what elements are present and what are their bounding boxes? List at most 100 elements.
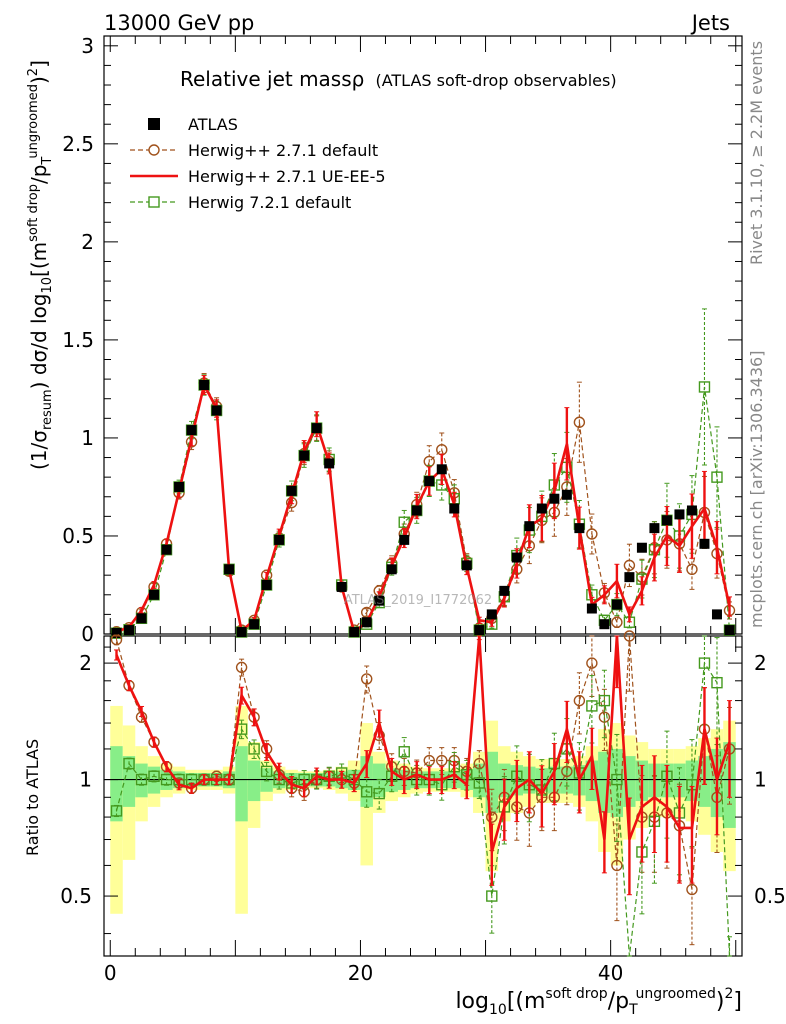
h271def-point xyxy=(586,528,598,540)
atlas-point xyxy=(224,564,235,575)
band-green xyxy=(247,760,261,802)
y-tick-label-upper: 2 xyxy=(81,230,94,254)
h271def-point xyxy=(611,616,623,628)
x-axis-label: log10[(msoft drop/pTungroomed)2] xyxy=(455,986,742,1018)
legend-label-h271def: Herwig++ 2.7.1 default xyxy=(188,141,378,160)
legend-marker-h721 xyxy=(148,196,160,208)
header-left: 13000 GeV pp xyxy=(104,11,254,35)
atlas-point xyxy=(436,464,447,475)
atlas-point xyxy=(674,509,685,520)
h271ue-line xyxy=(116,381,731,635)
atlas-point xyxy=(599,619,610,630)
atlas-point xyxy=(499,585,510,596)
atlas-point xyxy=(549,493,560,504)
legend-item-h271ue: Herwig++ 2.7.1 UE-EE-5 xyxy=(130,167,386,186)
h271def-point xyxy=(361,673,373,685)
legend-label-atlas: ATLAS xyxy=(188,115,238,134)
atlas-point xyxy=(611,599,622,610)
atlas-point xyxy=(174,481,185,492)
lower-frame xyxy=(103,635,743,957)
h721-point xyxy=(611,773,623,786)
atlas-point xyxy=(449,503,460,514)
h721-point xyxy=(711,676,723,689)
atlas-point xyxy=(636,542,647,553)
watermark: ATLAS_2019_I1772062 xyxy=(344,593,492,608)
h721-point xyxy=(711,471,723,483)
h721-point xyxy=(373,787,385,800)
atlas-point xyxy=(374,595,385,606)
atlas-point xyxy=(336,581,347,592)
ratio-tick-label-right: 0.5 xyxy=(754,884,786,908)
atlas-point xyxy=(199,379,210,390)
atlas-point xyxy=(649,523,660,534)
y-tick-label-upper: 2.5 xyxy=(62,132,94,156)
upper-series xyxy=(110,308,736,639)
atlas-point xyxy=(624,572,635,583)
atlas-point xyxy=(699,538,710,549)
h271def-point xyxy=(573,694,586,707)
atlas-point xyxy=(361,617,372,628)
h271def-point xyxy=(623,559,636,572)
atlas-point xyxy=(536,503,547,514)
band-green xyxy=(110,746,123,822)
h271def-point xyxy=(235,661,248,674)
atlas-point xyxy=(661,515,672,526)
y-axis-label-lower: Ratio to ATLAS xyxy=(23,739,42,856)
atlas-point xyxy=(299,450,310,461)
y-tick-label-upper: 3 xyxy=(81,34,94,58)
ratio-tick-label-right: 2 xyxy=(754,651,767,675)
h721-point xyxy=(698,381,711,393)
y-tick-label-upper: 0.5 xyxy=(62,524,94,548)
h271def-point xyxy=(573,416,586,428)
ratio-tick-label-left: 1 xyxy=(79,768,92,792)
atlas-point xyxy=(311,423,322,434)
band-green xyxy=(473,763,486,798)
legend-item-h721: Herwig 7.2.1 default xyxy=(130,193,351,212)
atlas-point xyxy=(386,564,397,575)
upper-frame xyxy=(103,35,743,635)
ratio-tick-label-left: 0.5 xyxy=(60,884,92,908)
atlas-point xyxy=(486,609,497,620)
plot-title-main: Relative jet massρ xyxy=(180,67,364,91)
atlas-point xyxy=(511,552,522,563)
x-tick-label: 0 xyxy=(104,961,117,985)
plot-title: Relative jet massρ (ATLAS soft-drop obse… xyxy=(180,67,617,91)
band-green xyxy=(235,746,248,822)
atlas-point xyxy=(524,521,535,532)
atlas-point xyxy=(561,489,572,500)
h271def-point xyxy=(486,811,498,823)
h271def-point xyxy=(586,657,598,669)
atlas-point xyxy=(261,579,272,590)
atlas-point xyxy=(161,544,172,555)
x-tick-label: 20 xyxy=(348,961,373,985)
atlas-point xyxy=(711,609,722,620)
y-tick-label-upper: 1 xyxy=(81,426,94,450)
atlas-point xyxy=(424,476,435,487)
ratio-tick-label-right: 1 xyxy=(754,768,767,792)
h271def-point xyxy=(561,765,573,778)
h721-point xyxy=(473,777,485,789)
h271def-point xyxy=(686,563,698,575)
y-axis-label-upper: (1/σresum) dσ/d log10[(msoft drop/pTungr… xyxy=(26,60,55,470)
side-label-mcplots: mcplots.cern.ch [arXiv:1306.3436] xyxy=(747,351,766,628)
h721-point xyxy=(248,743,260,755)
h721-point xyxy=(398,746,410,758)
h721-point xyxy=(135,773,148,786)
atlas-point xyxy=(686,505,697,516)
atlas-point xyxy=(586,603,597,614)
legend: ATLAS Herwig++ 2.7.1 default Herwig++ 2.7.… xyxy=(130,115,386,212)
h271def-point xyxy=(611,859,623,872)
band-green xyxy=(135,763,148,798)
atlas-point xyxy=(124,625,135,636)
h271def-point xyxy=(110,633,123,646)
atlas-point xyxy=(574,523,585,534)
legend-marker-h271def xyxy=(148,144,160,156)
h271ue-line xyxy=(115,635,731,853)
x-tick-label: 40 xyxy=(598,961,623,985)
h721-point xyxy=(123,757,135,770)
atlas-point xyxy=(399,534,410,545)
atlas-point xyxy=(724,625,735,636)
legend-label-h721: Herwig 7.2.1 default xyxy=(188,193,351,212)
atlas-point xyxy=(236,627,247,638)
